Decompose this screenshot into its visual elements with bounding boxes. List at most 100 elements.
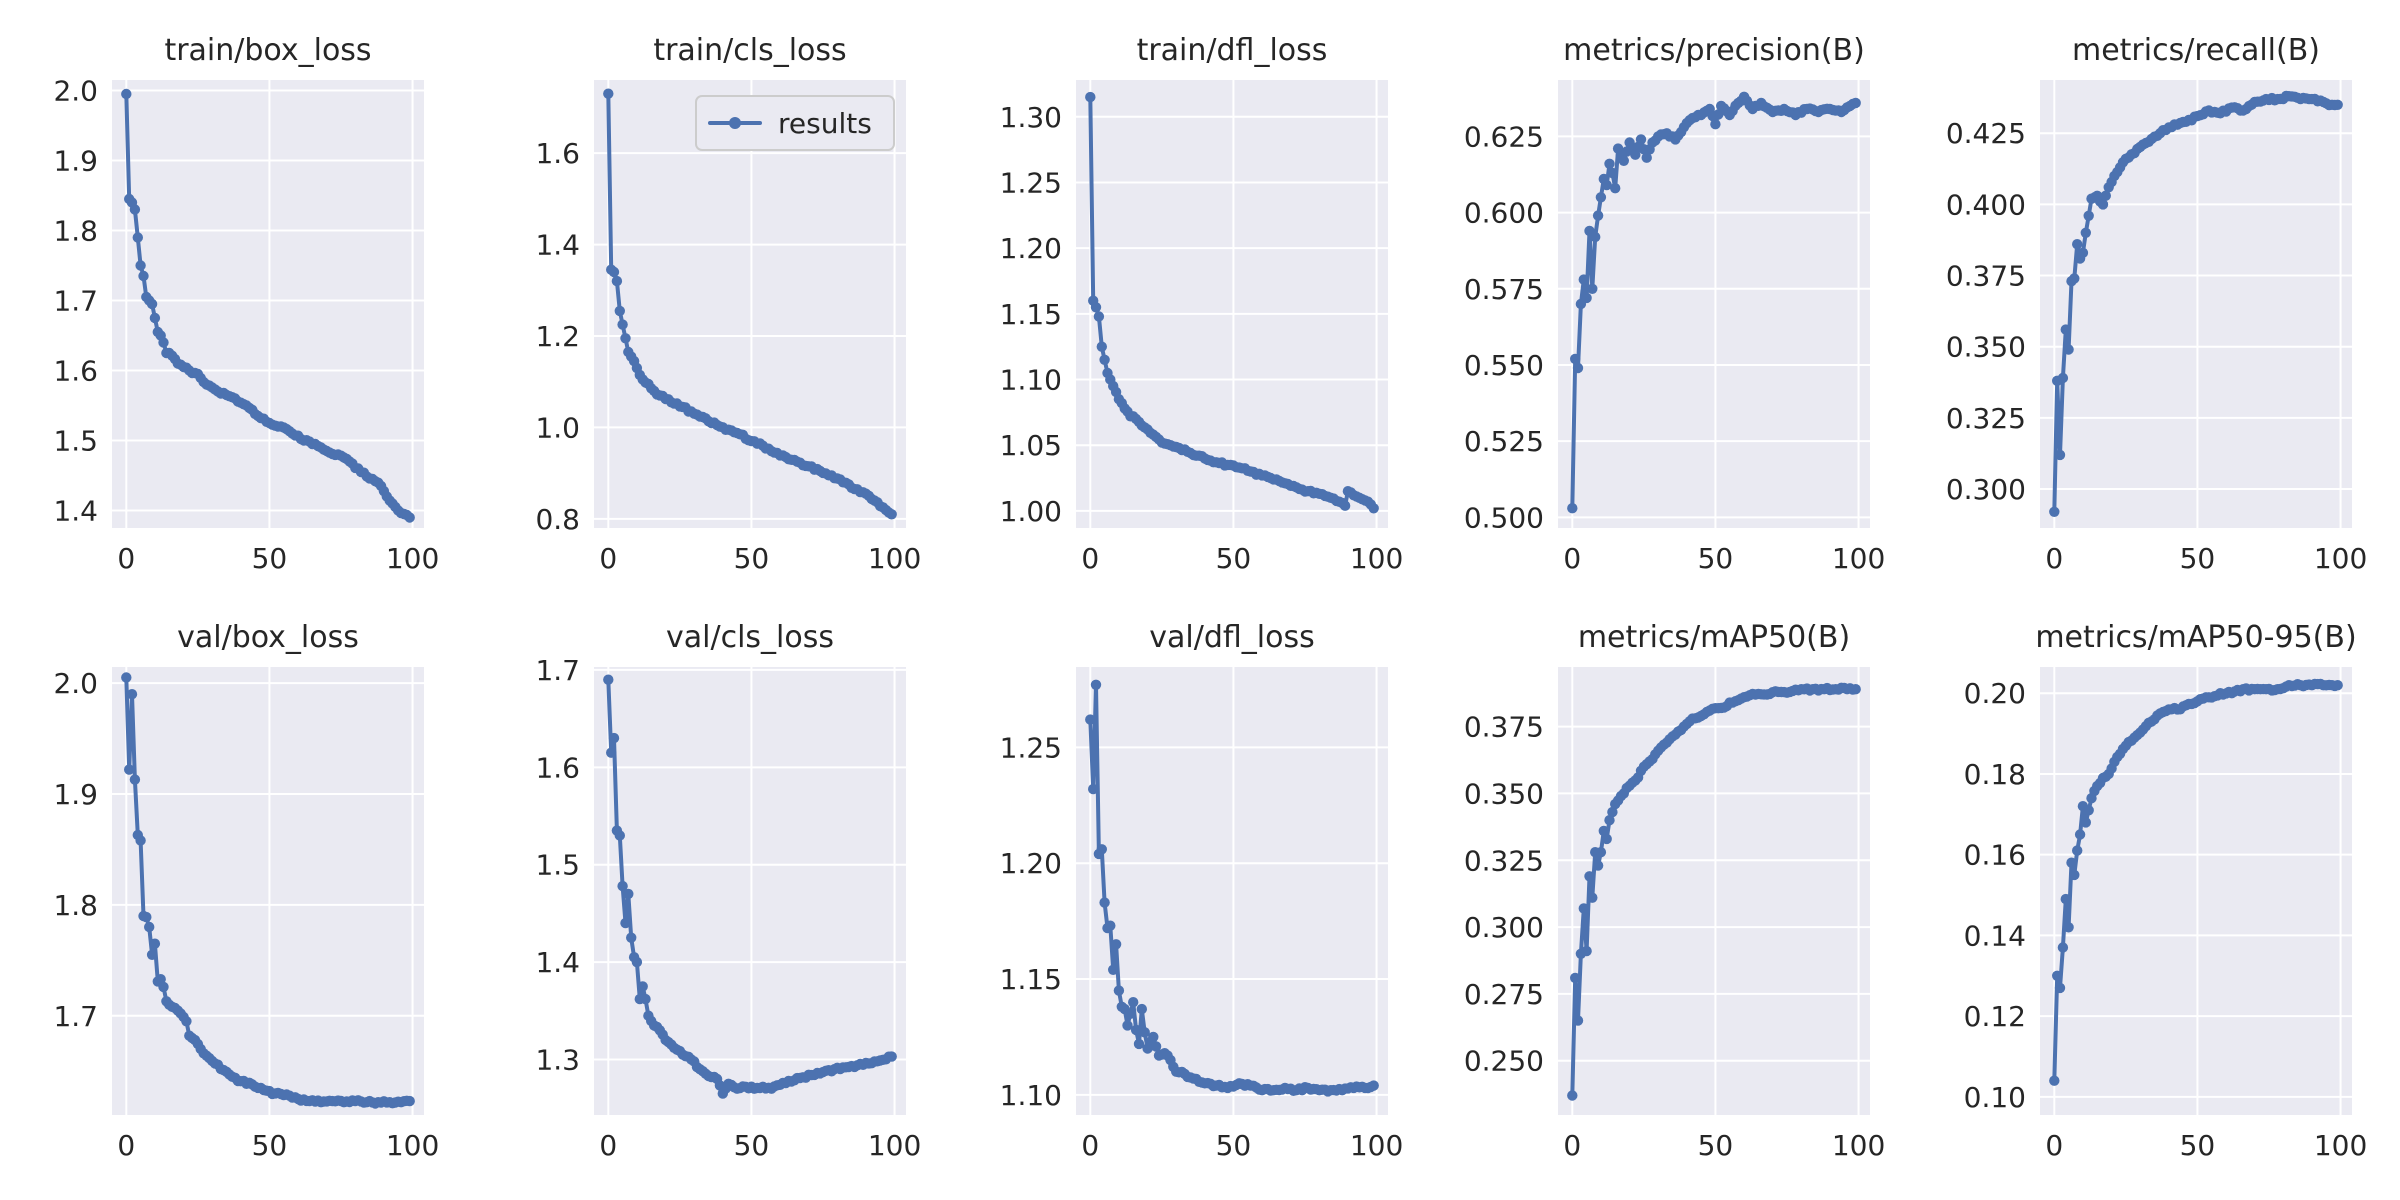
chart-val-dfl-loss-title: val/dfl_loss [1149,620,1314,655]
chart-metrics-map50-95-b-data-point [2066,858,2076,868]
chart-metrics-map50-95-b-y-tick-label: 0.18 [1964,758,2026,791]
chart-metrics-precision-b-data-point [1567,503,1577,513]
chart-metrics-precision-b-data-point [1851,98,1861,108]
chart-train-cls-loss-data-point [887,509,897,519]
chart-metrics-recall-b-data-point [2081,228,2091,238]
chart-train-box-loss-y-tick-label: 1.8 [53,215,98,248]
chart-metrics-map50-95-b-plot-area [2040,667,2352,1115]
chart-train-box-loss-y-tick-label: 1.6 [53,355,98,388]
chart-train-cls-loss-y-tick-label: 1.6 [535,137,580,170]
chart-train-box-loss-data-point [150,313,160,323]
chart-train-box-loss-y-tick-label: 1.5 [53,425,98,458]
chart-metrics-precision-b-x-tick-label: 50 [1698,542,1734,575]
chart-val-box-loss-y-tick-label: 1.7 [53,1000,98,1033]
chart-metrics-map50-95-b-y-tick-label: 0.20 [1964,677,2026,710]
chart-metrics-map50-95-b-x-tick-label: 50 [2180,1129,2216,1162]
chart-metrics-recall-b-y-tick-label: 0.375 [1946,260,2026,293]
chart-metrics-map50-95-b-data-point [2081,817,2091,827]
chart-train-dfl-loss-x-tick-label: 0 [1081,542,1099,575]
chart-metrics-precision-b-data-point [1596,192,1606,202]
chart-val-cls-loss-plot-area [594,667,906,1115]
chart-train-cls-loss-data-point [620,333,630,343]
chart-metrics-precision-b-x-tick-label: 0 [1563,542,1581,575]
chart-metrics-map50-b-x-tick-label: 50 [1698,1129,1734,1162]
chart-metrics-precision-b-data-point [1590,232,1600,242]
chart-metrics-map50-95-b-data-point [2333,680,2343,690]
chart-metrics-recall-b-data-point [2049,507,2059,517]
chart-train-dfl-loss-y-tick-label: 1.25 [1000,166,1062,199]
chart-train-cls-loss-y-tick-label: 1.0 [535,411,580,444]
chart-val-dfl-loss-y-tick-label: 1.15 [1000,963,1062,996]
chart-metrics-map50-95-b-y-tick-label: 0.14 [1964,919,2026,952]
chart-val-box-loss-data-point [127,689,137,699]
chart-train-box-loss-data-point [405,512,415,522]
chart-val-cls-loss-data-point [887,1051,897,1061]
chart-train-box-loss-plot-area [112,80,424,528]
chart-val-box-loss-data-point [147,950,157,960]
chart-train-box-loss: train/box_loss 0 50 100 1.4 1.5 1.6 1.7 1.8 1.9 2.… [53,33,439,575]
chart-train-cls-loss-y-tick-label: 1.4 [535,229,580,262]
chart-metrics-recall-b-x-tick-label: 50 [2180,542,2216,575]
chart-val-dfl-loss-data-point [1114,985,1124,995]
chart-metrics-recall-b: metrics/recall(B) 0 50 100 0.300 0.325 0.350 0.… [1946,33,2367,575]
chart-metrics-precision-b-data-point [1610,183,1620,193]
chart-metrics-map50-95-b-y-tick-label: 0.16 [1964,839,2026,872]
chart-val-box-loss-x-tick-label: 50 [252,1129,288,1162]
chart-metrics-recall-b-data-point [2333,100,2343,110]
chart-train-cls-loss-data-point [609,267,619,277]
chart-train-dfl-loss-y-tick-label: 1.00 [1000,495,1062,528]
chart-metrics-precision-b-data-point [1579,274,1589,284]
chart-train-dfl-loss-title: train/dfl_loss [1137,33,1328,68]
chart-val-cls-loss-title: val/cls_loss [666,620,834,655]
chart-train-box-loss-x-tick-label: 0 [117,542,135,575]
chart-metrics-recall-b-y-tick-label: 0.300 [1946,473,2026,506]
chart-val-box-loss-x-tick-label: 100 [386,1129,439,1162]
chart-metrics-map50-b-data-point [1587,893,1597,903]
chart-val-box-loss-y-tick-label: 2.0 [53,667,98,700]
chart-val-cls-loss-data-point [626,933,636,943]
chart-metrics-map50-b-y-tick-label: 0.350 [1464,777,1544,810]
chart-metrics-recall-b-data-point [2084,211,2094,221]
chart-train-cls-loss-data-point [612,276,622,286]
chart-val-dfl-loss-y-tick-label: 1.10 [1000,1079,1062,1112]
chart-val-cls-loss-y-tick-label: 1.6 [535,751,580,784]
chart-train-dfl-loss-y-tick-label: 1.20 [1000,232,1062,265]
chart-metrics-map50-b-title: metrics/mAP50(B) [1578,620,1850,655]
chart-val-cls-loss-data-point [609,733,619,743]
chart-metrics-map50-b-data-point [1573,1015,1583,1025]
chart-metrics-precision-b-title: metrics/precision(B) [1563,33,1865,68]
chart-metrics-recall-b-y-tick-label: 0.425 [1946,117,2026,150]
chart-metrics-map50-95-b-data-point [2058,942,2068,952]
chart-metrics-map50-b-data-point [1584,871,1594,881]
chart-val-dfl-loss-data-point [1111,939,1121,949]
chart-val-dfl-loss: val/dfl_loss0 50 1001.101.151.201.25 [1000,620,1404,1162]
chart-train-dfl-loss-data-point [1340,501,1350,511]
chart-train-box-loss-data-point [147,299,157,309]
chart-val-cls-loss-y-tick-label: 1.4 [535,946,580,979]
chart-metrics-map50-b-x-tick-label: 100 [1832,1129,1885,1162]
legend-label: results [778,107,872,140]
chart-train-box-loss-y-tick-label: 2.0 [53,75,98,108]
chart-train-box-loss-title: train/box_loss [164,33,371,68]
chart-train-dfl-loss-data-point [1097,342,1107,352]
chart-metrics-recall-b-x-tick-label: 100 [2314,542,2367,575]
legend-marker [729,117,741,129]
chart-train-cls-loss-y-tick-label: 0.8 [535,503,580,536]
chart-metrics-map50-95-b-data-point [2049,1076,2059,1086]
chart-val-dfl-loss-y-tick-label: 1.20 [1000,847,1062,880]
chart-val-cls-loss-data-point [615,830,625,840]
chart-train-cls-loss-x-tick-label: 50 [734,542,770,575]
chart-train-dfl-loss-data-point [1094,311,1104,321]
chart-metrics-map50-95-b-data-point [2063,922,2073,932]
chart-metrics-map50-95-b-title: metrics/mAP50-95(B) [2035,620,2356,655]
chart-val-cls-loss-y-tick-label: 1.5 [535,849,580,882]
chart-val-dfl-loss-data-point [1369,1080,1379,1090]
chart-train-dfl-loss-y-tick-label: 1.05 [1000,429,1062,462]
chart-metrics-precision-b-y-tick-label: 0.575 [1464,273,1544,306]
chart-train-box-loss-y-tick-label: 1.4 [53,495,98,528]
chart-val-box-loss-data-point [130,774,140,784]
chart-metrics-map50-95-b-data-point [2069,870,2079,880]
chart-train-dfl-loss-data-point [1085,92,1095,102]
chart-val-box-loss-data-point [141,912,151,922]
chart-val-cls-loss-data-point [620,918,630,928]
